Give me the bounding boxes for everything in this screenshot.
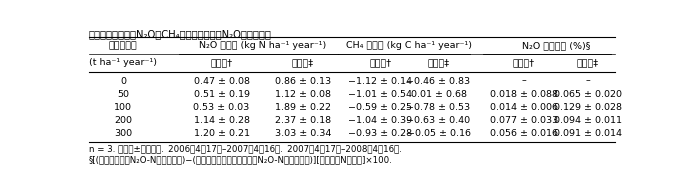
Text: 2.37 ± 0.18: 2.37 ± 0.18 [275,116,331,125]
Text: –: – [586,76,590,86]
Text: CH₄ 発生量 (kg C ha⁻¹ year⁻¹): CH₄ 発生量 (kg C ha⁻¹ year⁻¹) [346,41,473,50]
Text: 300: 300 [114,129,132,138]
Text: −0.63 ± 0.40: −0.63 ± 0.40 [407,116,471,125]
Text: １年目†: １年目† [210,58,233,67]
Text: 3.03 ± 0.34: 3.03 ± 0.34 [275,129,331,138]
Text: 1.89 ± 0.22: 1.89 ± 0.22 [275,103,331,112]
Text: 200: 200 [114,116,132,125]
Text: §[(堆肥散布区のN₂O-N年間発生量)−(堆肥を散布しない対照区のN₂O-N年間発生量)][堆肥由来N投入量]×100.: §[(堆肥散布区のN₂O-N年間発生量)−(堆肥を散布しない対照区のN₂O-N年… [89,155,393,164]
Text: １年目†: １年目† [513,58,534,67]
Text: 0.094 ± 0.011: 0.094 ± 0.011 [554,116,622,125]
Text: −1.12 ± 0.14: −1.12 ± 0.14 [348,76,412,86]
Text: −0.59 ± 0.25: −0.59 ± 0.25 [348,103,412,112]
Text: −0.78 ± 0.53: −0.78 ± 0.53 [407,103,471,112]
Text: 0.01 ± 0.68: 0.01 ± 0.68 [411,90,466,99]
Text: n = 3. 平均値±標準誤差.  2006年4月17日–2007年4月16日.  2007年4月17日–2008年4月16日.: n = 3. 平均値±標準誤差. 2006年4月17日–2007年4月16日. … [89,144,402,153]
Text: 0.056 ± 0.016: 0.056 ± 0.016 [490,129,558,138]
Text: ２年目‡: ２年目‡ [577,58,599,67]
Text: 1.14 ± 0.28: 1.14 ± 0.28 [194,116,249,125]
Text: 0.51 ± 0.19: 0.51 ± 0.19 [194,90,249,99]
Text: 表１　草地からのN₂OとCH₄の年間発生量とN₂Oの排出係数: 表１ 草地からのN₂OとCH₄の年間発生量とN₂Oの排出係数 [89,29,272,39]
Text: 1.12 ± 0.08: 1.12 ± 0.08 [275,90,331,99]
Text: N₂O 排出係数 (%)§: N₂O 排出係数 (%)§ [521,41,590,50]
Text: 100: 100 [114,103,132,112]
Text: 0.091 ± 0.014: 0.091 ± 0.014 [554,129,622,138]
Text: １年目†: １年目† [370,58,392,67]
Text: 0.014 ± 0.006: 0.014 ± 0.006 [490,103,558,112]
Text: 0.065 ± 0.020: 0.065 ± 0.020 [554,90,622,99]
Text: −1.01 ± 0.54: −1.01 ± 0.54 [348,90,412,99]
Text: −0.46 ± 0.83: −0.46 ± 0.83 [407,76,471,86]
Text: ２年目‡: ２年目‡ [292,58,314,67]
Text: ２年目‡: ２年目‡ [427,58,449,67]
Text: 0.47 ± 0.08: 0.47 ± 0.08 [194,76,249,86]
Text: (t ha⁻¹ year⁻¹): (t ha⁻¹ year⁻¹) [89,58,157,67]
Text: N₂O 発生量 (kg N ha⁻¹ year⁻¹): N₂O 発生量 (kg N ha⁻¹ year⁻¹) [199,41,326,50]
Text: 0.53 ± 0.03: 0.53 ± 0.03 [193,103,249,112]
Text: 0.018 ± 0.088: 0.018 ± 0.088 [490,90,558,99]
Text: 0.077 ± 0.033: 0.077 ± 0.033 [490,116,558,125]
Text: 0.86 ± 0.13: 0.86 ± 0.13 [275,76,331,86]
Text: 0.129 ± 0.028: 0.129 ± 0.028 [554,103,622,112]
Text: 50: 50 [117,90,129,99]
Text: 0: 0 [120,76,126,86]
Text: −1.04 ± 0.39: −1.04 ± 0.39 [348,116,412,125]
Text: –: – [521,76,526,86]
Text: −0.93 ± 0.28: −0.93 ± 0.28 [348,129,412,138]
Text: 堆肥散布量: 堆肥散布量 [109,41,137,50]
Text: −0.05 ± 0.16: −0.05 ± 0.16 [407,129,471,138]
Text: 1.20 ± 0.21: 1.20 ± 0.21 [194,129,249,138]
